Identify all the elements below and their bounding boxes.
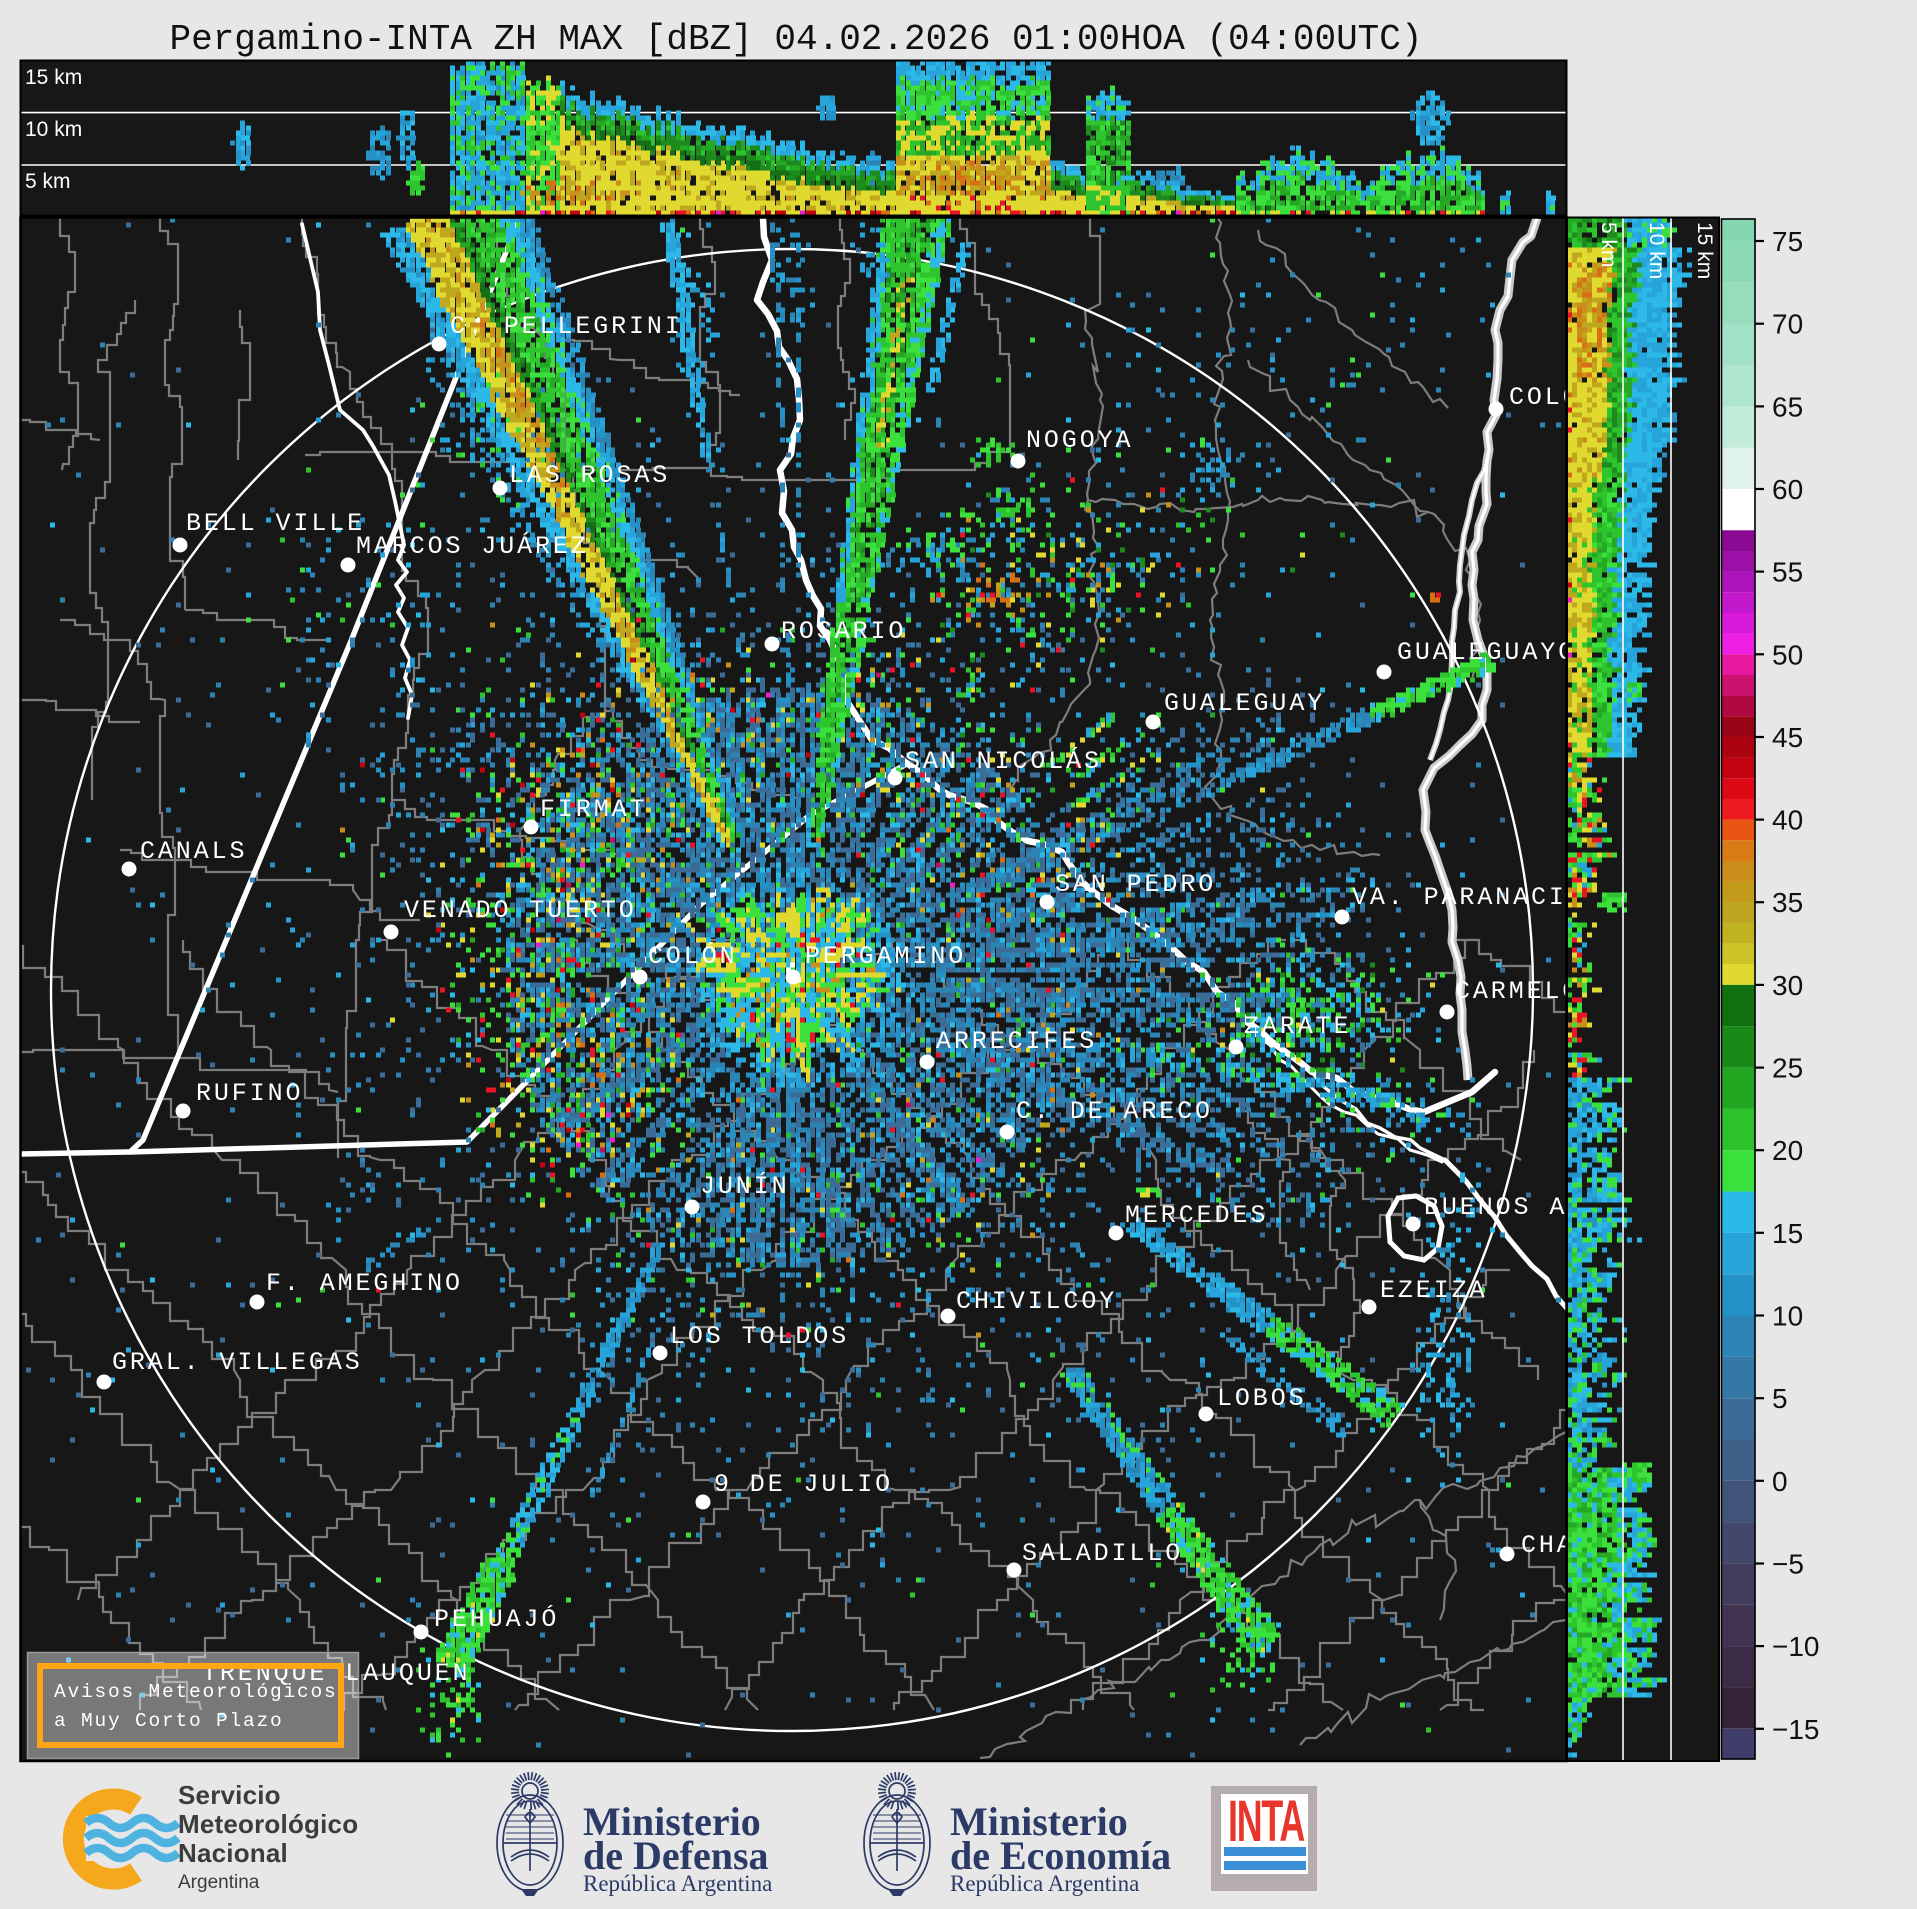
svg-text:GUALEGUAY: GUALEGUAY: [1164, 689, 1325, 718]
svg-text:30: 30: [1772, 970, 1803, 1001]
svg-text:Meteorológico: Meteorológico: [178, 1809, 358, 1839]
svg-text:Ministerio: Ministerio: [950, 1799, 1128, 1844]
svg-text:SALADILLO: SALADILLO: [1022, 1539, 1183, 1568]
svg-text:10: 10: [1772, 1301, 1803, 1332]
svg-text:República Argentina: República Argentina: [950, 1871, 1139, 1896]
svg-text:a Muy Corto Plazo: a Muy Corto Plazo: [54, 1710, 284, 1732]
svg-text:15 km: 15 km: [25, 66, 82, 89]
svg-text:65: 65: [1772, 391, 1803, 422]
svg-text:10 km: 10 km: [1645, 222, 1668, 279]
svg-text:GUALEGUAYCHÚ: GUALEGUAYCHÚ: [1397, 637, 1612, 667]
svg-text:70: 70: [1772, 309, 1803, 340]
svg-text:SAN NICOLÁS: SAN NICOLÁS: [905, 746, 1102, 776]
svg-text:República Argentina: República Argentina: [583, 1871, 772, 1896]
svg-text:Ministerio: Ministerio: [583, 1799, 761, 1844]
svg-text:MERCEDES: MERCEDES: [1125, 1201, 1268, 1230]
svg-text:9 DE JULIO: 9 DE JULIO: [714, 1470, 893, 1499]
svg-text:PERGAMINO: PERGAMINO: [805, 942, 966, 971]
svg-text:CANALS: CANALS: [140, 837, 247, 866]
svg-text:LOS TOLDOS: LOS TOLDOS: [670, 1322, 849, 1351]
svg-text:−15: −15: [1772, 1714, 1820, 1745]
svg-text:SAN PEDRO: SAN PEDRO: [1055, 870, 1216, 899]
svg-text:0: 0: [1772, 1466, 1788, 1497]
svg-text:CHASCOMÚS: CHASCOMÚS: [1521, 1530, 1682, 1560]
svg-text:5 km: 5 km: [1597, 222, 1620, 268]
svg-text:VA. PARANACITO: VA. PARANACITO: [1352, 883, 1603, 912]
svg-text:EZEIZA: EZEIZA: [1380, 1276, 1487, 1305]
svg-text:Avisos Meteorológicos: Avisos Meteorológicos: [54, 1681, 338, 1703]
svg-text:de Defensa: de Defensa: [583, 1833, 769, 1878]
svg-text:45: 45: [1772, 722, 1803, 753]
svg-text:15: 15: [1772, 1218, 1803, 1249]
svg-text:MARCOS JUÁREZ: MARCOS JUÁREZ: [356, 531, 589, 561]
svg-text:PEHUAJÓ: PEHUAJÓ: [434, 1604, 559, 1634]
svg-text:NOGOYA: NOGOYA: [1026, 426, 1133, 455]
svg-text:Servicio: Servicio: [178, 1780, 281, 1810]
svg-text:LOBOS: LOBOS: [1217, 1384, 1307, 1413]
svg-text:COLÓN: COLÓN: [648, 941, 738, 971]
svg-text:BELL VILLE: BELL VILLE: [186, 509, 365, 538]
svg-text:25: 25: [1772, 1053, 1803, 1084]
svg-text:Pergamino-INTA ZH MAX [dBZ] 04: Pergamino-INTA ZH MAX [dBZ] 04.02.2026 0…: [169, 19, 1422, 60]
svg-text:de Economía: de Economía: [950, 1833, 1171, 1878]
svg-text:COLÓN: COLÓN: [1509, 382, 1599, 412]
svg-text:ROSARIO: ROSARIO: [781, 617, 906, 646]
svg-text:Nacional: Nacional: [178, 1838, 288, 1868]
svg-text:60: 60: [1772, 474, 1803, 505]
svg-text:40: 40: [1772, 805, 1803, 836]
svg-text:ZARATE: ZARATE: [1244, 1012, 1351, 1041]
svg-text:20: 20: [1772, 1135, 1803, 1166]
svg-text:VENADO TUERTO: VENADO TUERTO: [404, 896, 637, 925]
svg-text:50: 50: [1772, 639, 1803, 670]
svg-text:−5: −5: [1772, 1549, 1804, 1580]
svg-text:RUFINO: RUFINO: [196, 1079, 303, 1108]
svg-text:GRAL. VILLEGAS: GRAL. VILLEGAS: [112, 1348, 363, 1377]
svg-text:−10: −10: [1772, 1631, 1820, 1662]
svg-text:35: 35: [1772, 887, 1803, 918]
svg-text:JUNÍN: JUNÍN: [700, 1171, 790, 1201]
svg-text:FIRMAT: FIRMAT: [540, 795, 647, 824]
svg-text:15 km: 15 km: [1693, 222, 1716, 279]
svg-text:LAS ROSAS: LAS ROSAS: [509, 461, 670, 490]
svg-text:Argentina: Argentina: [178, 1872, 260, 1893]
svg-text:75: 75: [1772, 226, 1803, 257]
svg-text:BUENOS AIRES: BUENOS AIRES: [1424, 1193, 1639, 1222]
svg-text:55: 55: [1772, 557, 1803, 588]
svg-text:10 km: 10 km: [25, 118, 82, 141]
svg-text:5: 5: [1772, 1383, 1788, 1414]
svg-text:CARMELO: CARMELO: [1455, 977, 1580, 1006]
svg-text:C. PELLEGRINI: C. PELLEGRINI: [450, 312, 683, 341]
svg-text:INTA: INTA: [1228, 1789, 1305, 1854]
svg-text:CHIVILCOY: CHIVILCOY: [956, 1287, 1117, 1316]
svg-text:C. DE ARECO: C. DE ARECO: [1016, 1097, 1213, 1126]
svg-text:F. AMEGHINO: F. AMEGHINO: [266, 1269, 463, 1298]
svg-text:ARRECIFES: ARRECIFES: [936, 1027, 1097, 1056]
svg-text:5 km: 5 km: [25, 170, 71, 193]
